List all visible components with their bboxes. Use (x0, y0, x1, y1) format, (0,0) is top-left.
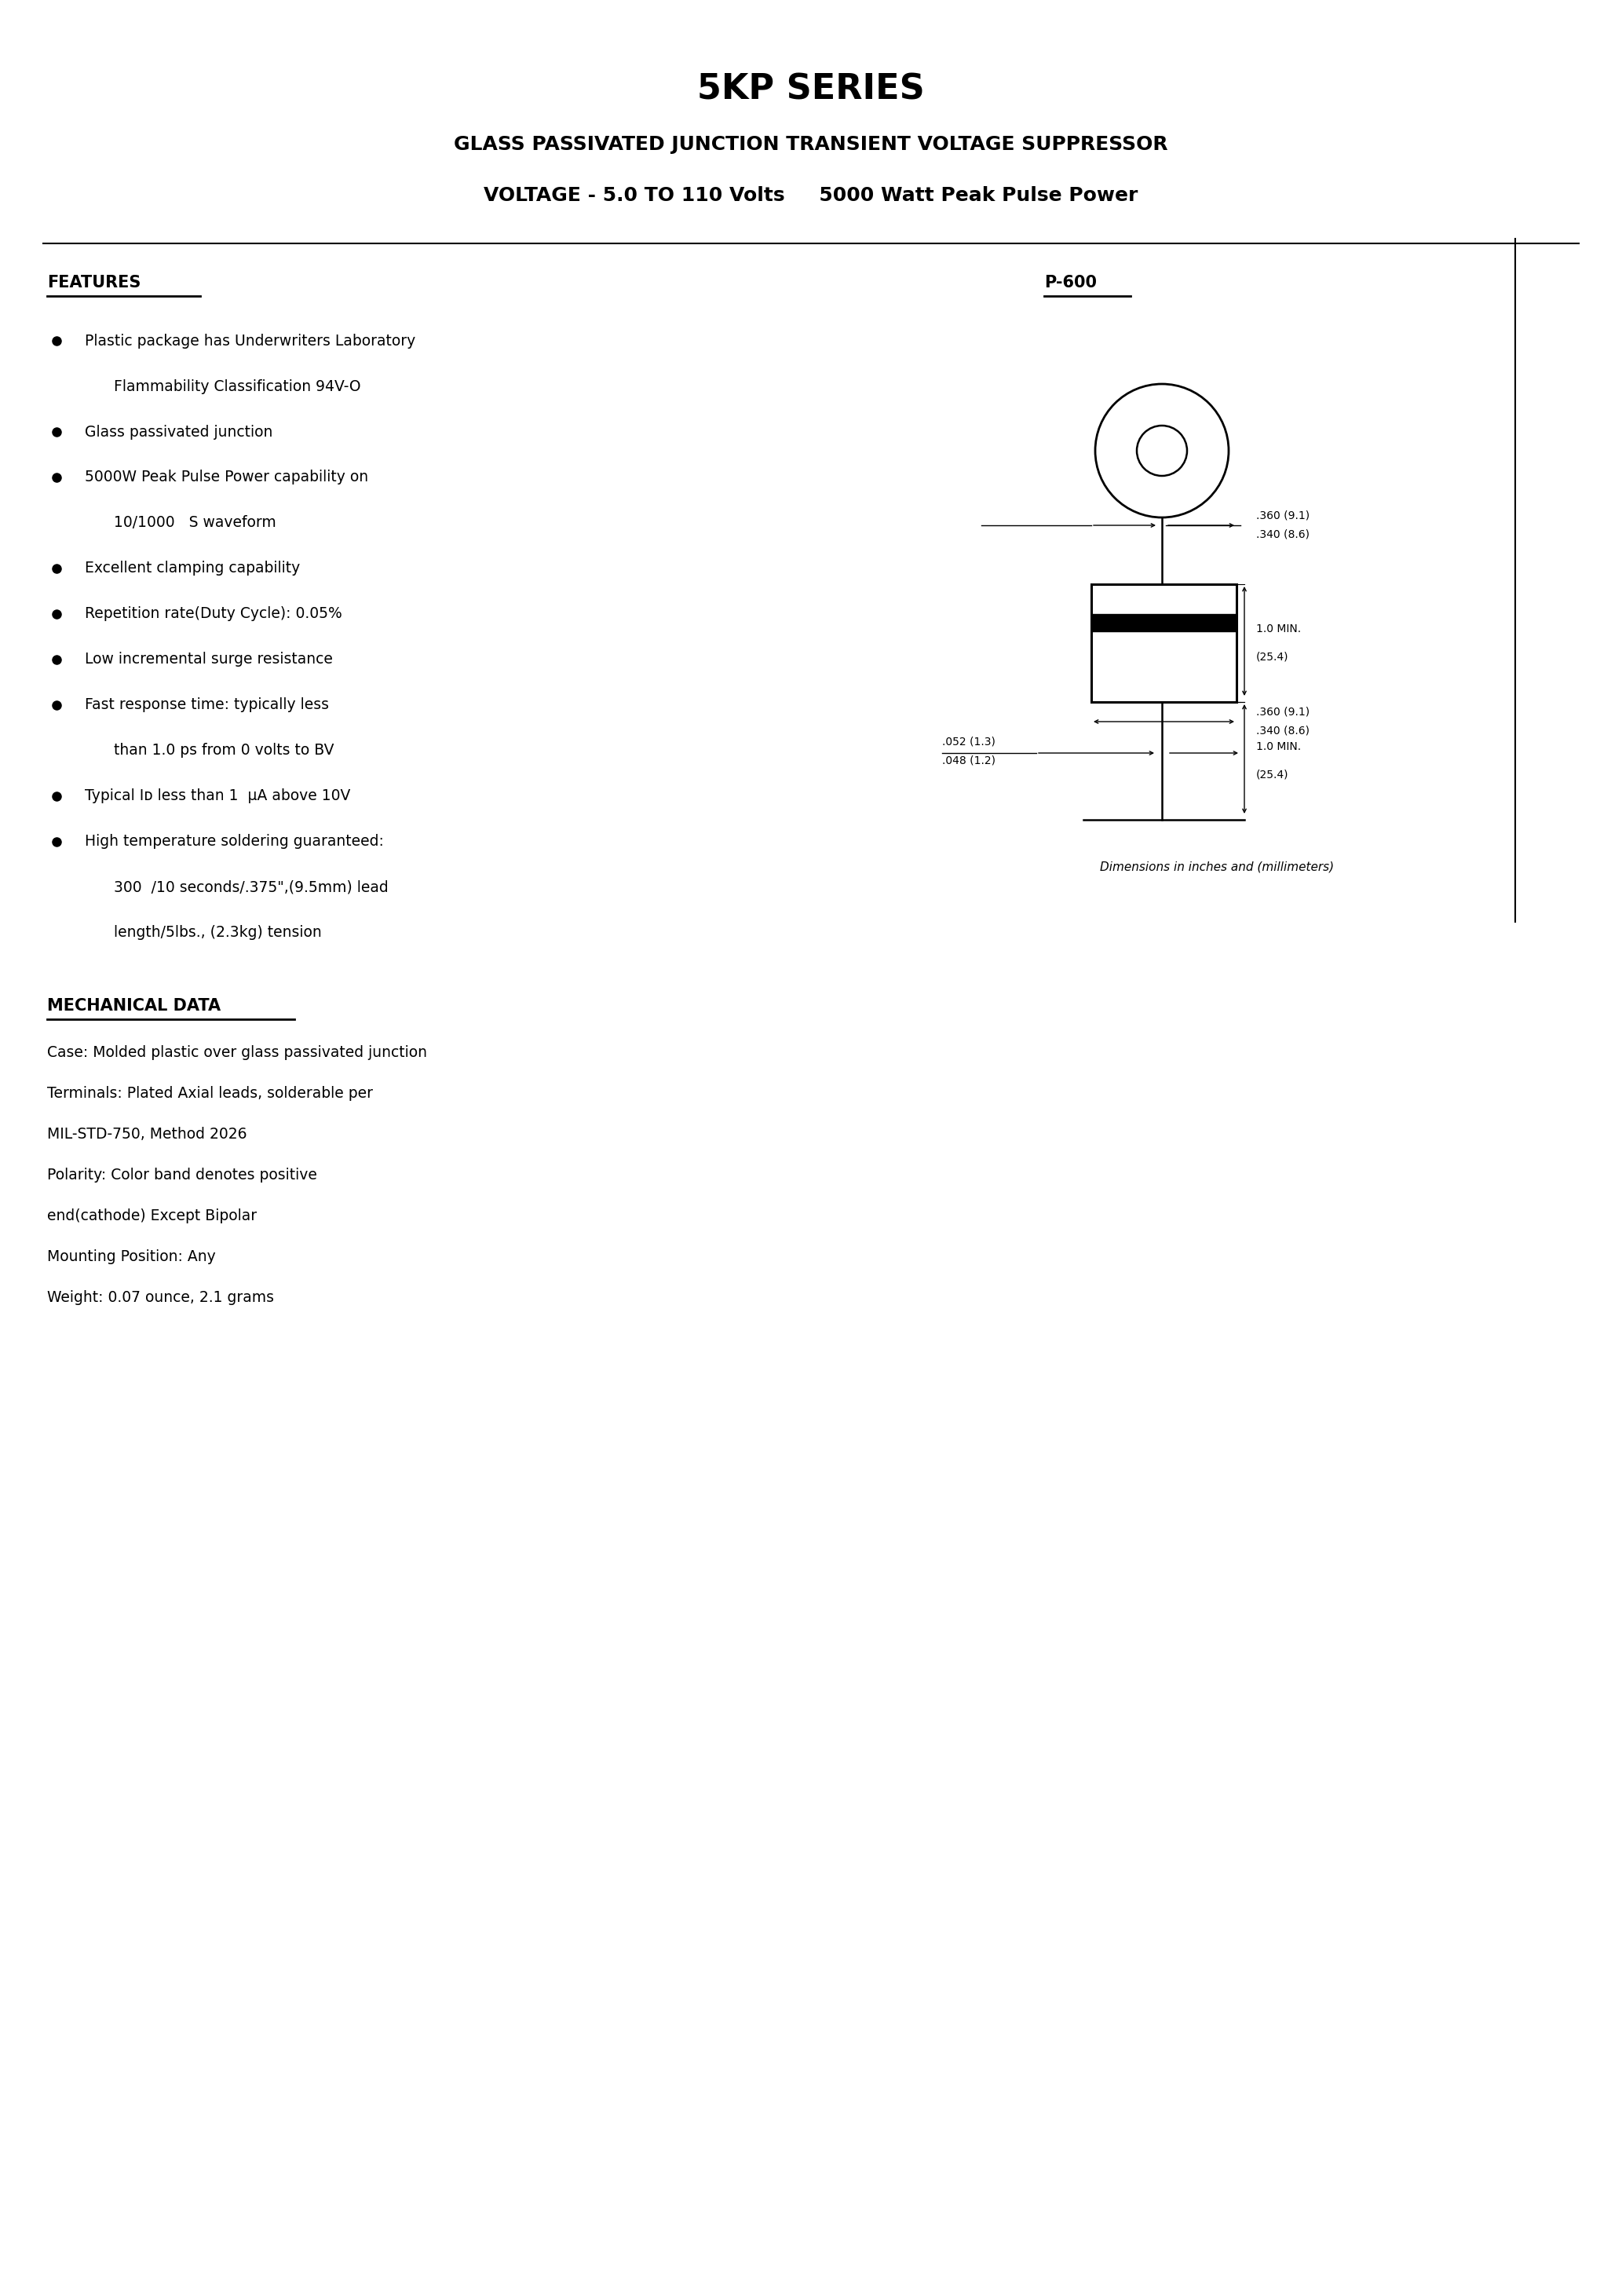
Bar (1092, 613, 1236, 631)
Text: Low incremental surge resistance: Low incremental surge resistance (84, 652, 333, 668)
Text: Mounting Position: Any: Mounting Position: Any (47, 1249, 216, 1265)
Text: 300  /10 seconds/.375",(9.5mm) lead: 300 /10 seconds/.375",(9.5mm) lead (114, 879, 388, 895)
Text: Terminals: Plated Axial leads, solderable per: Terminals: Plated Axial leads, solderabl… (47, 1086, 373, 1102)
Text: Polarity: Color band denotes positive: Polarity: Color band denotes positive (47, 1169, 316, 1182)
Text: 1.0 MIN.: 1.0 MIN. (1255, 625, 1301, 634)
Bar (1092, 583, 1236, 703)
Text: Dimensions in inches and (millimeters): Dimensions in inches and (millimeters) (1100, 861, 1333, 872)
Text: Case: Molded plastic over glass passivated junction: Case: Molded plastic over glass passivat… (47, 1045, 427, 1061)
Text: (25.4): (25.4) (1255, 769, 1289, 781)
Text: GLASS PASSIVATED JUNCTION TRANSIENT VOLTAGE SUPPRESSOR: GLASS PASSIVATED JUNCTION TRANSIENT VOLT… (454, 135, 1168, 154)
Text: end(cathode) Except Bipolar: end(cathode) Except Bipolar (47, 1210, 256, 1224)
Text: Flammability Classification 94V-O: Flammability Classification 94V-O (114, 379, 360, 395)
Text: 10/1000   S waveform: 10/1000 S waveform (114, 517, 276, 530)
Text: than 1.0 ps from 0 volts to BV: than 1.0 ps from 0 volts to BV (114, 744, 334, 758)
Text: Typical Iᴅ less than 1  µA above 10V: Typical Iᴅ less than 1 µA above 10V (84, 790, 350, 804)
Text: Excellent clamping capability: Excellent clamping capability (84, 560, 300, 576)
Text: FEATURES: FEATURES (47, 276, 141, 292)
Text: Plastic package has Underwriters Laboratory: Plastic package has Underwriters Laborat… (84, 333, 415, 349)
Text: MIL-STD-750, Method 2026: MIL-STD-750, Method 2026 (47, 1127, 247, 1141)
Text: P-600: P-600 (1045, 276, 1096, 292)
Text: .052 (1.3): .052 (1.3) (942, 735, 996, 746)
Text: length/5lbs., (2.3kg) tension: length/5lbs., (2.3kg) tension (114, 925, 321, 941)
Text: .340 (8.6): .340 (8.6) (1255, 530, 1309, 540)
Text: .340 (8.6): .340 (8.6) (1255, 726, 1309, 737)
Text: VOLTAGE - 5.0 TO 110 Volts     5000 Watt Peak Pulse Power: VOLTAGE - 5.0 TO 110 Volts 5000 Watt Pea… (483, 186, 1139, 204)
Text: .048 (1.2): .048 (1.2) (942, 755, 996, 767)
Text: High temperature soldering guaranteed:: High temperature soldering guaranteed: (84, 833, 384, 850)
Text: .360 (9.1): .360 (9.1) (1255, 705, 1309, 716)
Text: Repetition rate(Duty Cycle): 0.05%: Repetition rate(Duty Cycle): 0.05% (84, 606, 342, 622)
Text: 5000W Peak Pulse Power capability on: 5000W Peak Pulse Power capability on (84, 471, 368, 484)
Text: 5KP SERIES: 5KP SERIES (697, 73, 925, 106)
Text: Fast response time: typically less: Fast response time: typically less (84, 698, 329, 712)
Text: MECHANICAL DATA: MECHANICAL DATA (47, 999, 221, 1015)
Text: Glass passivated junction: Glass passivated junction (84, 425, 272, 439)
Text: Weight: 0.07 ounce, 2.1 grams: Weight: 0.07 ounce, 2.1 grams (47, 1290, 274, 1306)
Text: 1.0 MIN.: 1.0 MIN. (1255, 742, 1301, 753)
Text: .360 (9.1): .360 (9.1) (1255, 510, 1309, 521)
Text: (25.4): (25.4) (1255, 652, 1289, 664)
